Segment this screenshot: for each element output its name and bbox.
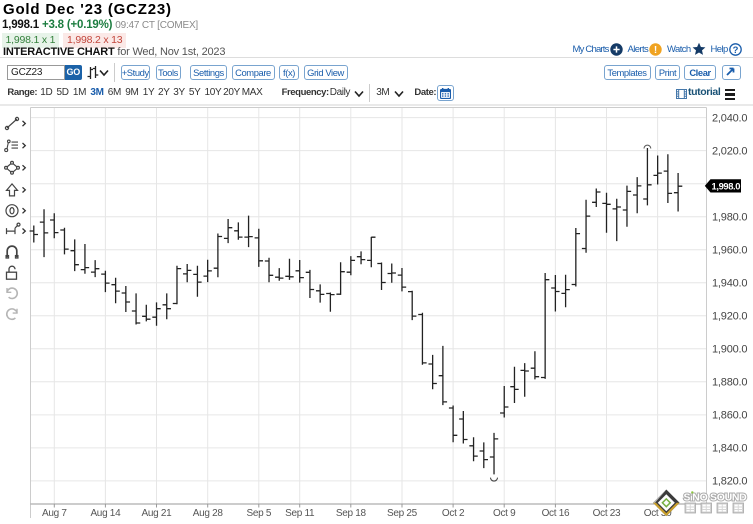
svg-text:1,980.0: 1,980.0 — [712, 211, 747, 223]
svg-text:1,960.0: 1,960.0 — [712, 244, 747, 256]
svg-text:1,920.0: 1,920.0 — [712, 311, 747, 323]
svg-text:1,998.0: 1,998.0 — [712, 181, 741, 192]
svg-text:1,840.0: 1,840.0 — [712, 443, 747, 455]
svg-text:1,940.0: 1,940.0 — [712, 277, 747, 289]
svg-text:Oct 30: Oct 30 — [644, 508, 672, 519]
svg-text:1,880.0: 1,880.0 — [712, 377, 747, 389]
svg-text:Aug 28: Aug 28 — [193, 508, 224, 519]
svg-text:2,020.0: 2,020.0 — [712, 145, 747, 157]
svg-text:?: ? — [732, 44, 738, 55]
svg-text:Aug 21: Aug 21 — [142, 508, 173, 519]
svg-text:Oct 16: Oct 16 — [542, 508, 570, 519]
svg-text:SiNO SOUND: SiNO SOUND — [684, 492, 748, 504]
svg-text:Oct 23: Oct 23 — [593, 508, 621, 519]
svg-text:1,860.0: 1,860.0 — [712, 410, 747, 422]
svg-text:Sep 5: Sep 5 — [246, 508, 271, 519]
svg-text:Oct 9: Oct 9 — [493, 508, 516, 519]
svg-text:Sep 18: Sep 18 — [336, 508, 367, 519]
svg-text:!: ! — [654, 45, 657, 56]
svg-text:2,040.0: 2,040.0 — [712, 112, 747, 124]
svg-text:Oct 2: Oct 2 — [442, 508, 465, 519]
svg-text:1,820.0: 1,820.0 — [712, 476, 747, 488]
svg-text:1,900.0: 1,900.0 — [712, 344, 747, 356]
svg-text:Aug 7: Aug 7 — [42, 508, 67, 519]
svg-text:Sep 11: Sep 11 — [285, 508, 315, 519]
svg-text:Aug 14: Aug 14 — [90, 508, 121, 519]
svg-text:Sep 25: Sep 25 — [387, 508, 418, 519]
